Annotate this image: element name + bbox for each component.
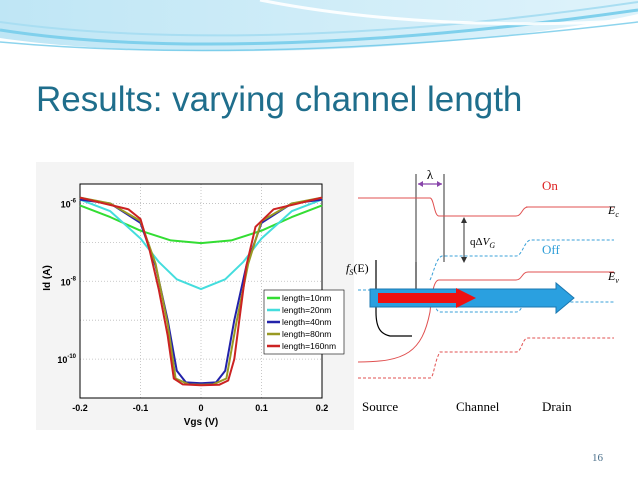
red-current-arrow	[378, 288, 476, 308]
x-tick-label: 0.1	[255, 403, 268, 413]
lambda-arrow-head-left	[418, 181, 423, 187]
legend-entry: length=10nm	[282, 293, 331, 303]
ec-on-curve	[358, 197, 614, 217]
legend-entry: length=160nm	[282, 341, 336, 351]
legend-entry: length=40nm	[282, 317, 331, 327]
series-line-2	[79, 198, 323, 291]
ec-off-curve	[429, 239, 614, 281]
ev-label: Ev	[607, 269, 619, 285]
x-axis-label: Vgs (V)	[184, 417, 218, 428]
y-tick-label: 10-10	[57, 354, 76, 365]
qdv-label: qΔVG	[470, 236, 495, 250]
x-tick-labels: -0.2 -0.1 0 0.1 0.2	[72, 403, 328, 413]
chart-series	[79, 196, 323, 387]
ec-on-lower	[358, 337, 614, 379]
region-label-drain: Drain	[542, 399, 572, 414]
ev-on-curve	[357, 271, 614, 363]
x-tick-label: 0	[198, 403, 203, 413]
qdv-arrow-head-bottom	[461, 257, 467, 263]
y-tick-labels: 10-6 10-8 10-10	[57, 198, 76, 365]
legend-entry: length=80nm	[282, 329, 331, 339]
x-tick-label: 0.2	[316, 403, 329, 413]
fs-label: fS(E)	[346, 261, 369, 277]
series-line-5	[79, 196, 323, 387]
x-tick-label: -0.2	[72, 403, 88, 413]
y-tick-label: 10-6	[61, 198, 77, 209]
header-decoration	[0, 0, 638, 52]
y-tick-label: 10-8	[61, 276, 77, 287]
region-label-source: Source	[362, 399, 398, 414]
id-vgs-chart: -0.2 -0.1 0 0.1 0.2 10-6 10-8 10-10 Vgs (V) Id…	[36, 162, 354, 430]
on-label: On	[542, 178, 558, 193]
page-number: 16	[592, 452, 603, 464]
chart-legend: length=10nm length=20nm length=40nm length=…	[263, 289, 345, 355]
fermi-distribution-curve	[375, 260, 412, 337]
region-label-channel: Channel	[456, 399, 500, 414]
ec-label: Ec	[607, 203, 619, 219]
lambda-arrow-head-right	[437, 181, 442, 187]
legend-entry: length=20nm	[282, 305, 331, 315]
slide-title: Results: varying channel length	[36, 80, 523, 119]
lambda-label: λ	[427, 167, 434, 182]
x-tick-label: -0.1	[133, 403, 149, 413]
qdv-arrow-head-top	[461, 217, 467, 223]
y-axis-label: Id (A)	[42, 265, 53, 291]
off-label: Off	[542, 242, 560, 257]
band-diagram: λ qΔVG fS(E) On Off Ec Ev	[346, 167, 619, 414]
